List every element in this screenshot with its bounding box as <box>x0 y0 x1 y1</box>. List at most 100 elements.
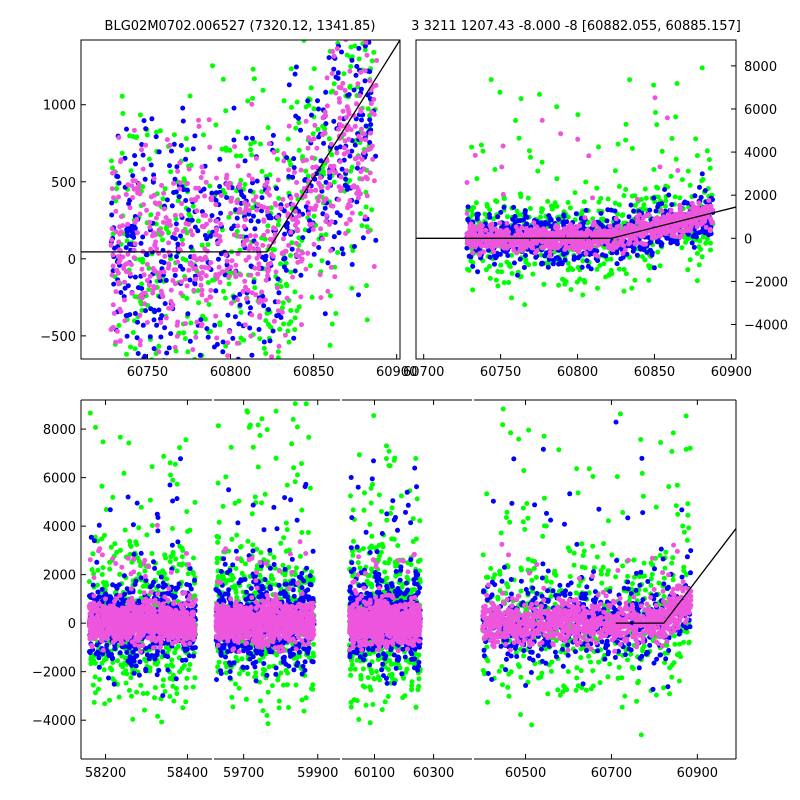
data-point <box>324 103 330 109</box>
data-point <box>95 567 101 573</box>
data-point <box>345 149 351 155</box>
data-point <box>260 87 266 93</box>
data-point <box>340 108 346 114</box>
data-point <box>171 698 177 704</box>
data-point <box>177 669 183 675</box>
data-point <box>90 582 96 588</box>
data-point <box>116 135 122 141</box>
data-point <box>314 145 320 151</box>
model-line-top-right <box>416 206 736 239</box>
data-point <box>293 215 299 221</box>
data-point <box>613 216 619 222</box>
data-point <box>168 554 174 560</box>
data-point <box>168 569 174 575</box>
data-point <box>172 176 178 182</box>
data-point <box>198 282 204 288</box>
data-point <box>174 254 179 260</box>
data-point <box>194 208 200 214</box>
data-point <box>288 162 294 168</box>
data-point <box>132 178 138 184</box>
data-point <box>311 241 317 247</box>
data-point <box>198 275 204 281</box>
data-point <box>112 646 118 652</box>
data-point <box>181 176 187 182</box>
data-point <box>218 210 224 216</box>
data-point <box>657 164 663 170</box>
data-point <box>295 219 301 225</box>
data-point <box>126 201 132 207</box>
data-point <box>209 194 215 200</box>
data-point <box>657 228 663 233</box>
data-point <box>583 250 589 256</box>
data-point <box>147 334 153 340</box>
data-point <box>227 147 233 153</box>
data-point <box>265 223 271 229</box>
data-point <box>702 230 708 236</box>
data-point <box>185 529 190 534</box>
data-point <box>307 188 313 194</box>
data-point <box>142 707 147 713</box>
data-point <box>607 223 613 229</box>
data-point <box>177 445 183 451</box>
data-point <box>179 201 185 207</box>
data-point <box>653 208 659 214</box>
data-point <box>183 685 189 690</box>
panel-top-right: 60700 60750 60800 60850 60900 −4000−20000200… <box>403 19 788 380</box>
data-point <box>647 265 653 271</box>
data-point <box>249 152 255 158</box>
data-point <box>540 260 546 266</box>
data-point <box>309 155 315 161</box>
data-point <box>636 212 642 218</box>
data-point <box>316 134 322 140</box>
data-point <box>246 172 252 178</box>
data-point <box>509 271 515 276</box>
data-point <box>248 218 254 224</box>
data-point <box>351 87 357 93</box>
data-point <box>285 211 291 217</box>
data-point <box>323 196 329 202</box>
data-point <box>257 336 263 342</box>
data-point <box>546 243 552 249</box>
data-point <box>168 472 173 478</box>
data-point <box>535 168 541 174</box>
data-point <box>187 93 193 99</box>
data-point <box>631 208 637 214</box>
data-point <box>281 256 287 262</box>
data-point <box>143 308 148 314</box>
data-point <box>214 335 220 341</box>
data-point <box>262 257 268 263</box>
data-point <box>626 214 632 220</box>
data-point <box>195 288 201 294</box>
data-point <box>306 135 312 141</box>
data-point <box>175 259 181 265</box>
data-point <box>306 228 312 234</box>
data-point <box>284 283 290 289</box>
data-point <box>518 230 523 236</box>
data-point <box>114 328 120 334</box>
data-point <box>583 207 589 213</box>
data-point <box>329 71 335 76</box>
scatter-points-top-right <box>464 65 716 308</box>
data-point <box>124 351 129 357</box>
data-point <box>363 174 369 180</box>
data-point <box>196 117 201 123</box>
data-point <box>150 290 156 296</box>
data-point <box>148 162 154 168</box>
data-point <box>530 271 536 277</box>
data-point <box>335 75 341 81</box>
data-point <box>159 597 165 603</box>
data-point <box>202 233 208 238</box>
data-point <box>185 571 191 577</box>
data-point <box>547 249 553 255</box>
data-point <box>235 356 241 359</box>
data-point <box>166 230 171 236</box>
data-point <box>518 96 524 102</box>
data-point <box>137 312 143 318</box>
data-point <box>595 285 600 291</box>
data-point <box>623 187 629 192</box>
data-point <box>493 277 499 283</box>
data-point <box>524 214 530 220</box>
data-point <box>263 351 269 356</box>
data-point <box>166 345 172 351</box>
data-point <box>351 183 357 189</box>
